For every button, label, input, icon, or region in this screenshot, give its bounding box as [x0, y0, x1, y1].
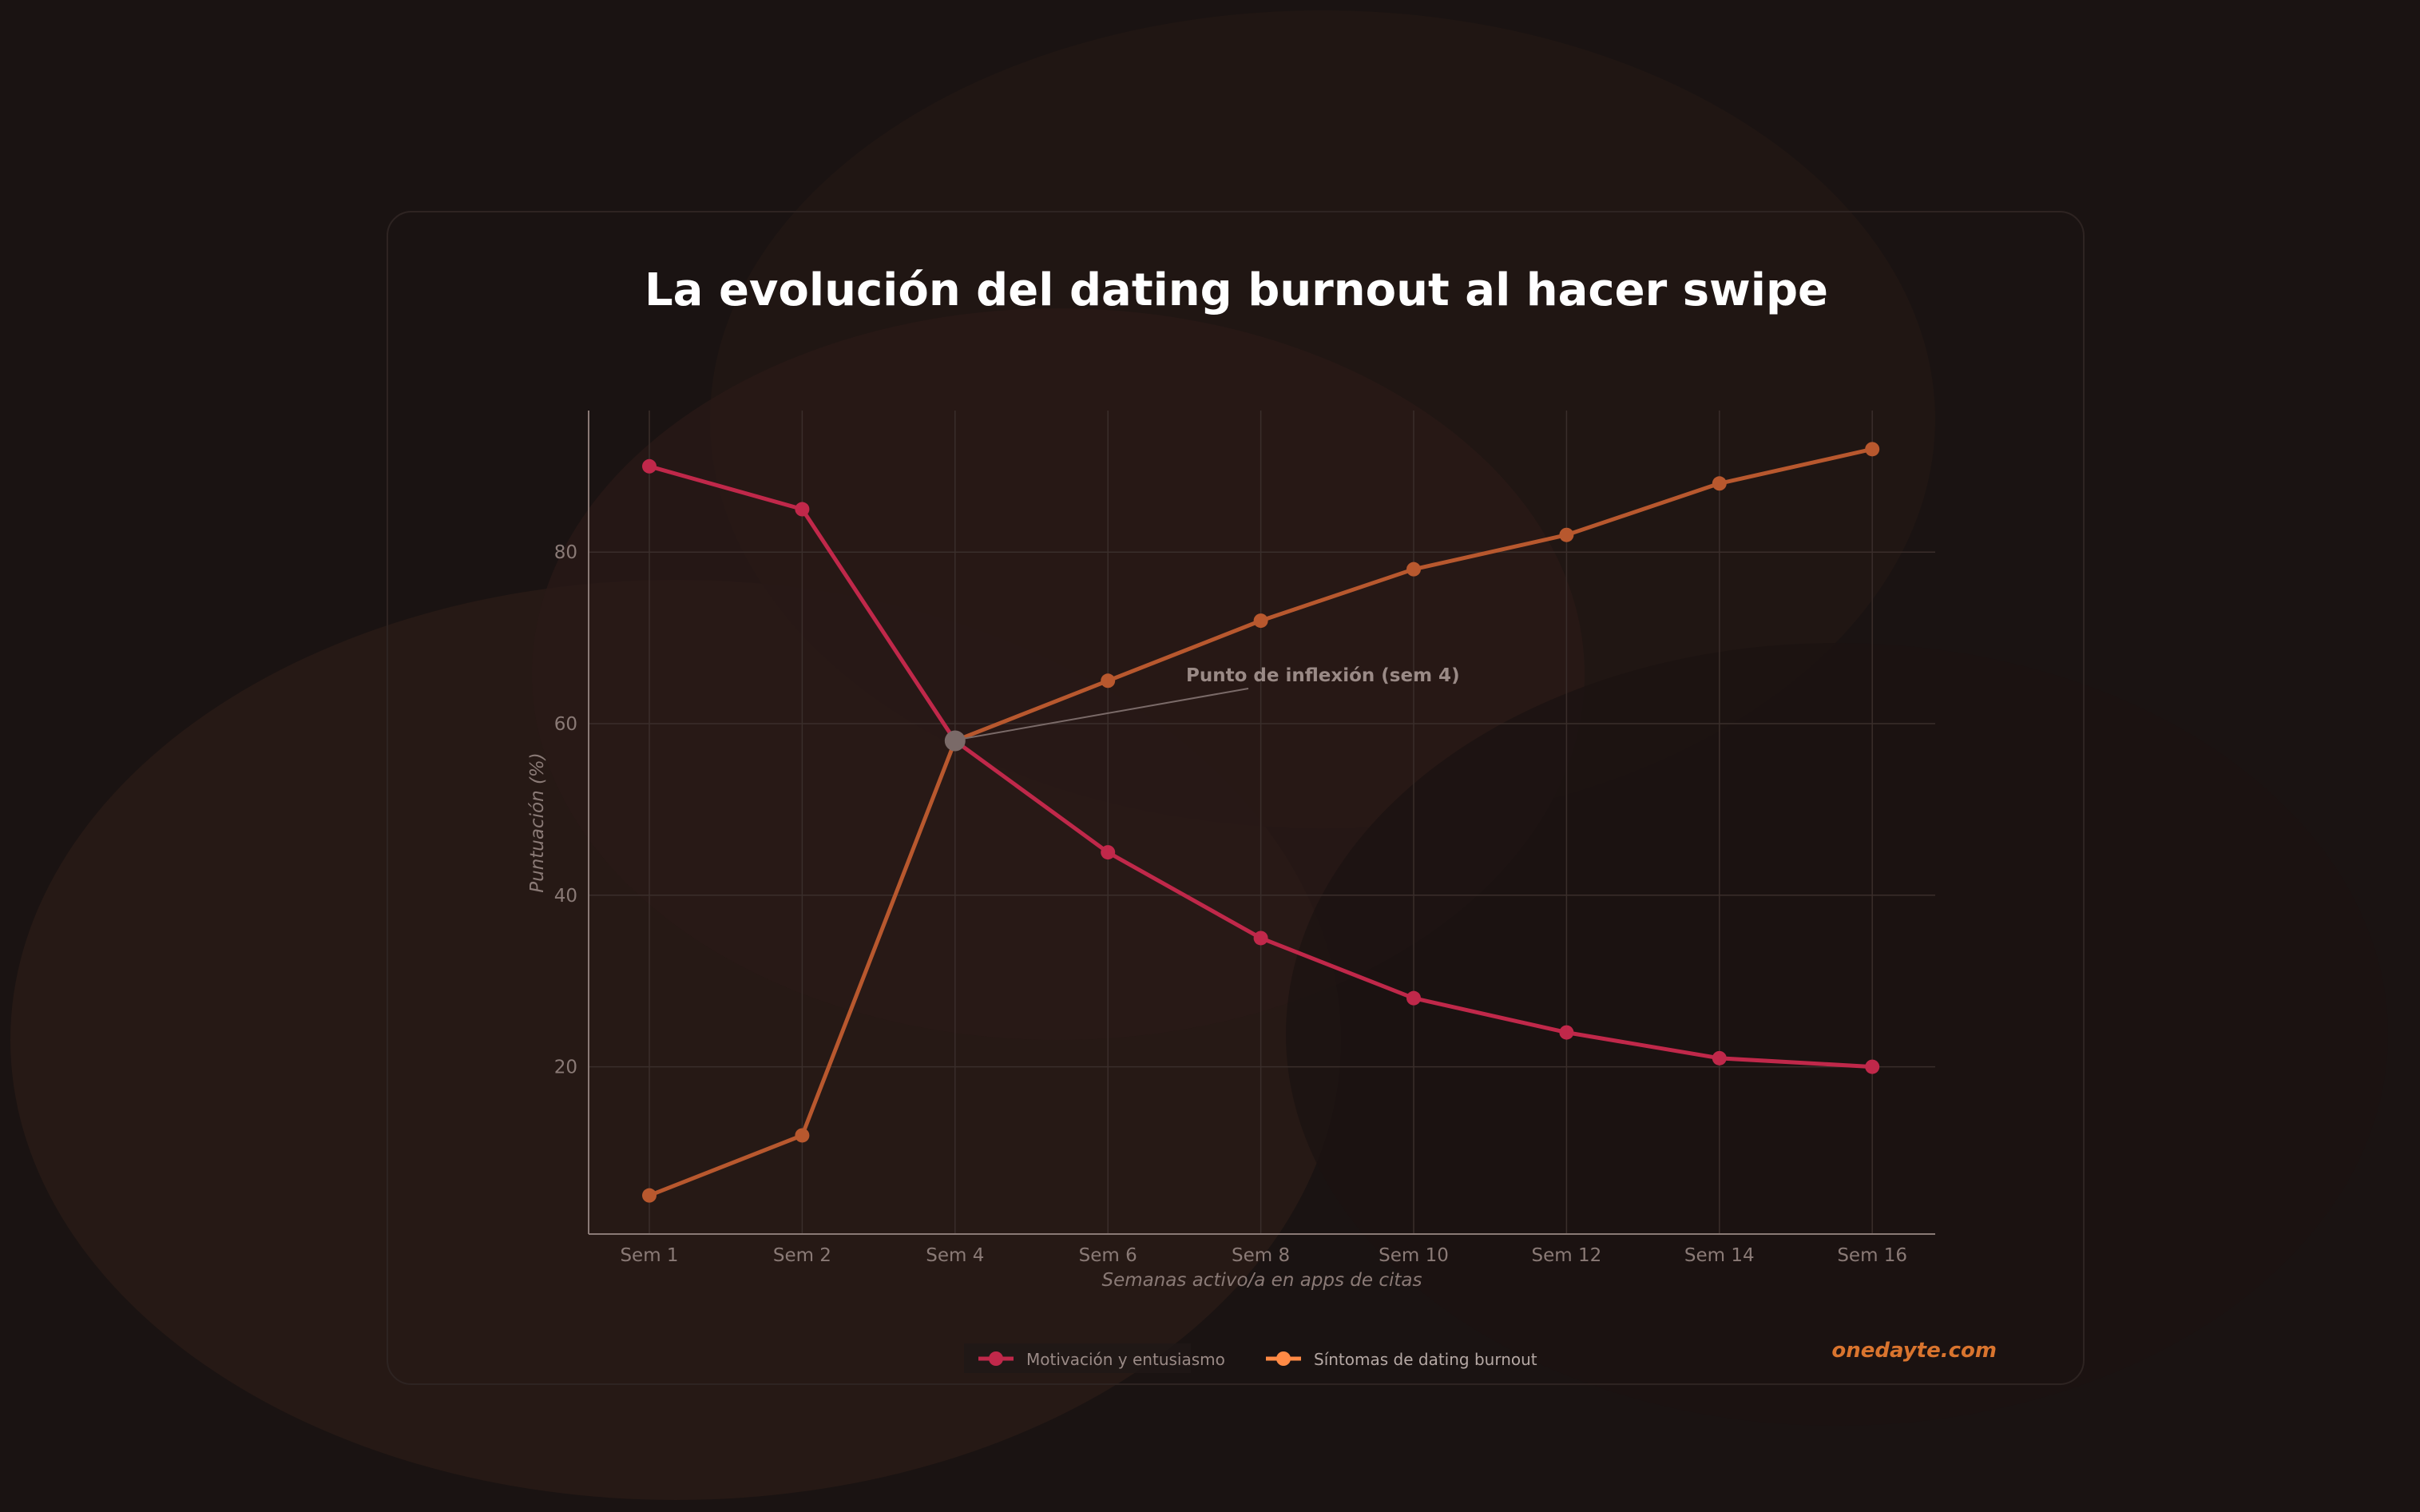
data-point [1253, 931, 1268, 946]
legend-item-burnout[interactable]: Síntomas de dating burnout [1266, 1350, 1537, 1369]
data-point [1406, 562, 1421, 577]
x-tick-label: Sem 12 [1532, 1245, 1602, 1266]
x-ticks: Sem 1 Sem 2 Sem 4 Sem 6 Sem 8 Sem 10 Sem 12 Sem… [620, 1245, 1907, 1266]
y-tick-label: 20 [554, 1058, 577, 1078]
x-tick-label: Sem 2 [773, 1245, 831, 1266]
data-point [1865, 442, 1880, 457]
data-point [1253, 613, 1268, 629]
watermark: onedayte.com [1831, 1339, 1997, 1363]
data-point [1406, 990, 1421, 1006]
legend-label: Síntomas de dating burnout [1314, 1350, 1537, 1369]
x-tick-label: Sem 10 [1379, 1245, 1449, 1266]
data-point [1101, 673, 1116, 689]
card [387, 211, 2085, 1385]
grid [589, 411, 1935, 1234]
chart-title: La evolución del dating burnout al hacer… [645, 264, 1828, 316]
y-axis-label: Puntuación (%) [527, 752, 548, 893]
x-tick-label: Sem 6 [1079, 1245, 1137, 1266]
annotation: Punto de inflexión (sem 4) [944, 665, 1460, 752]
data-point [1865, 1059, 1880, 1074]
annotation-label: Punto de inflexión (sem 4) [1186, 665, 1460, 686]
data-point [1712, 1050, 1727, 1066]
series [642, 442, 1880, 1203]
data-point [642, 1188, 657, 1203]
y-ticks: 20 40 60 80 [554, 542, 577, 1077]
legend-item-motivacion[interactable]: Motivación y entusiasmo [978, 1350, 1225, 1369]
data-point [795, 1128, 810, 1143]
y-tick-label: 40 [554, 886, 577, 907]
annotation-arrow [964, 688, 1249, 740]
x-tick-label: Sem 14 [1684, 1245, 1755, 1266]
data-point [642, 458, 657, 474]
data-point [1101, 845, 1116, 860]
axes [588, 411, 1935, 1235]
y-tick-label: 80 [554, 542, 577, 563]
data-point [1712, 476, 1727, 491]
data-point [1559, 527, 1574, 542]
background-blobs [10, 10, 2388, 1500]
x-tick-label: Sem 1 [620, 1245, 678, 1266]
x-tick-label: Sem 4 [926, 1245, 984, 1266]
x-axis-label: Semanas activo/a en apps de citas [1101, 1270, 1422, 1291]
legend: Motivación y entusiasmo Síntomas de dati… [964, 1343, 1537, 1373]
legend-label: Motivación y entusiasmo [1026, 1350, 1225, 1369]
data-point [1559, 1025, 1574, 1040]
inflection-point-marker [944, 730, 966, 752]
x-tick-label: Sem 8 [1232, 1245, 1290, 1266]
data-point [795, 502, 810, 517]
y-tick-label: 60 [554, 714, 577, 735]
x-tick-label: Sem 16 [1837, 1245, 1907, 1266]
